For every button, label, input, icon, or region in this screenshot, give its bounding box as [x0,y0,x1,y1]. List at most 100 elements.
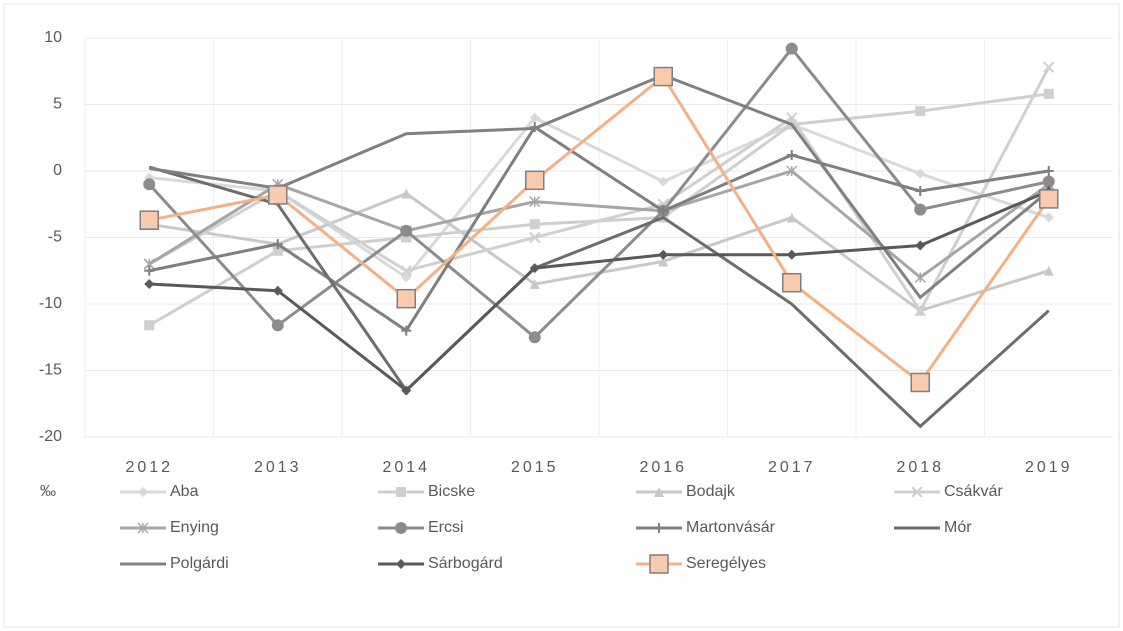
x-tick-label: 2019 [1025,459,1073,476]
marker [525,170,545,191]
legend-item: Bodajk [636,483,736,500]
series [149,73,1050,300]
marker [529,112,540,123]
marker [653,66,673,87]
x-tick-label: 2016 [639,459,687,476]
series-line [148,66,1051,314]
marker [143,178,156,191]
legend-label: Csákvár [944,483,1003,500]
legend-label: Enying [170,519,219,536]
y-tick-label: 5 [53,96,62,113]
marker [396,559,406,569]
marker [529,279,540,290]
x-tick-label: 2015 [511,459,559,476]
marker [914,271,926,283]
y-tick-label: -20 [39,428,62,445]
marker [529,263,540,274]
marker [529,231,541,244]
y-tick-label: -10 [39,295,62,312]
series [144,122,1054,336]
marker [654,487,664,497]
legend-item: Polgárdi [120,555,229,572]
marker [400,265,412,277]
series-line [148,125,1049,333]
marker [910,372,930,393]
legend-label: Sárbogárd [428,555,503,572]
marker [401,325,412,336]
marker [915,168,926,179]
legend-item: Sárbogárd [378,555,503,572]
series-line [148,46,1050,340]
marker [529,219,540,230]
legend-label: Mór [944,519,972,536]
marker [396,288,416,309]
marker [144,279,155,290]
marker [915,240,926,251]
marker [529,196,541,208]
legend-item: Bicske [378,483,475,500]
legend-item: Enying [120,519,219,536]
marker [401,188,412,199]
x-tick-label: 2018 [896,459,944,476]
x-tick-label: 2017 [768,459,816,476]
marker [401,232,412,243]
marker [786,212,797,223]
marker [658,176,669,187]
legend-label: Bodajk [686,483,736,500]
marker [401,385,412,396]
series-line [149,189,1050,393]
marker [914,203,927,216]
marker [915,106,926,117]
marker [1043,166,1054,176]
marker [658,256,669,267]
series-line [149,73,1050,300]
x-tick-label: 2014 [382,459,430,476]
marker [782,272,802,293]
marker [649,554,669,574]
legend-item: Ercsi [378,519,464,536]
legend-item: Seregélyes [636,554,766,574]
marker [1043,265,1054,276]
legend-label: Aba [170,483,199,500]
legend-label: Bicske [428,483,475,500]
marker [528,331,541,344]
marker [786,249,797,260]
marker [658,205,669,216]
marker [400,224,413,237]
marker [1043,212,1054,223]
marker [139,210,159,230]
y-tick-label: 10 [44,29,62,46]
marker [1043,88,1054,99]
marker [137,522,149,534]
marker [915,185,926,196]
series-line [148,74,1050,385]
marker [268,185,288,205]
marker [1043,61,1055,73]
marker [911,486,923,498]
marker [144,320,155,331]
marker [272,285,283,296]
legend-item: Martonvásár [636,519,776,536]
series-line [148,169,1050,280]
marker [396,487,406,497]
marker [786,112,798,124]
marker [785,42,798,55]
marker [1042,175,1055,188]
legend-label: Martonvásár [686,519,776,536]
marker [401,272,412,283]
y-tick-label: 0 [53,162,62,179]
marker [914,304,926,317]
marker [658,249,669,260]
legend-label: Seregélyes [686,555,766,572]
marker [395,522,407,534]
y-unit: ‰ [40,483,56,500]
marker [786,150,797,161]
x-tick-label: 2012 [125,459,173,476]
y-tick-label: -15 [39,362,62,379]
chart-border [3,3,1120,628]
legend-item: Aba [120,483,199,500]
legend-label: Ercsi [428,519,464,536]
y-tick-label: -5 [48,229,62,246]
marker [272,245,283,256]
